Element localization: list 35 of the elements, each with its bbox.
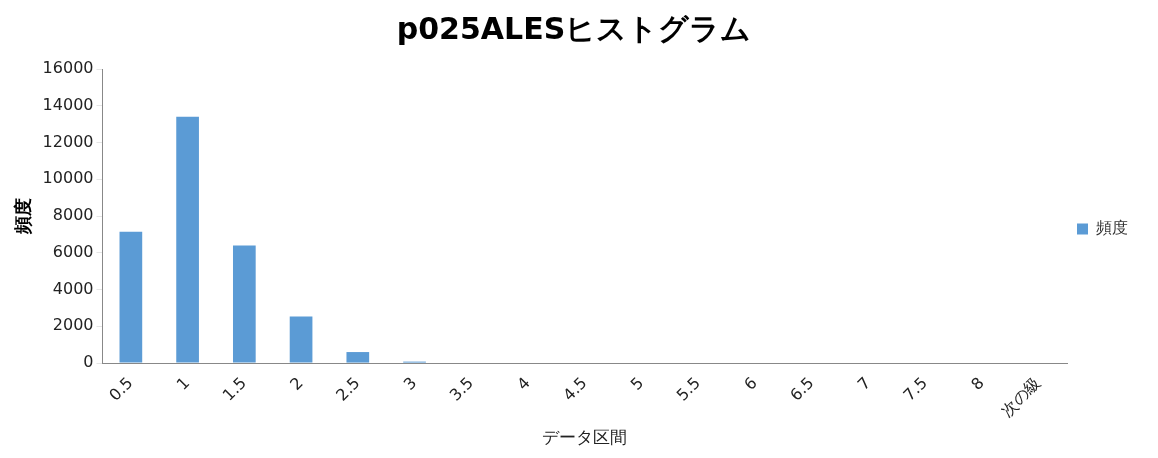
x-tick-label: 3 <box>399 373 421 394</box>
x-tick-label: 5.5 <box>672 373 704 405</box>
x-tick-label: 0.5 <box>105 373 137 405</box>
bar <box>232 245 256 363</box>
bar <box>176 116 199 363</box>
x-tick-label: 5 <box>626 373 648 394</box>
x-tick-label: 次の級 <box>997 373 1045 421</box>
y-axis-title: 頻度 <box>12 198 34 236</box>
x-tick-label: 2.5 <box>332 373 364 405</box>
x-tick-label: 7 <box>853 373 875 394</box>
y-tick-label: 8000 <box>52 205 94 225</box>
x-tick-label: 3.5 <box>445 373 478 405</box>
x-tick-label: 1 <box>172 373 194 394</box>
y-tick-label: 4000 <box>52 278 94 298</box>
bar <box>346 352 370 363</box>
legend-label: 頻度 <box>1096 218 1128 238</box>
y-tick-label: 14000 <box>42 94 94 114</box>
y-tick-label: 16000 <box>42 58 94 78</box>
x-tick-label: 2 <box>286 373 307 394</box>
y-tick-label: 10000 <box>42 168 94 188</box>
x-tick-label: 4.5 <box>559 373 591 405</box>
y-tick-label: 6000 <box>52 241 94 261</box>
y-tick-label: 0 <box>83 352 94 372</box>
x-axis-title: データ区間 <box>542 427 628 448</box>
y-tick-label: 2000 <box>52 315 94 335</box>
x-tick-label: 1.5 <box>218 373 251 405</box>
bar <box>289 316 313 363</box>
x-tick-label: 6.5 <box>786 373 818 405</box>
chart-title: p025ALESヒストグラム <box>396 10 752 46</box>
x-tick-label: 8 <box>967 373 988 394</box>
x-tick-label: 7.5 <box>899 373 931 405</box>
x-tick-label: 4 <box>513 373 534 394</box>
y-tick-label: 12000 <box>42 131 94 151</box>
bar <box>119 231 143 363</box>
x-tick-label: 6 <box>740 373 761 394</box>
